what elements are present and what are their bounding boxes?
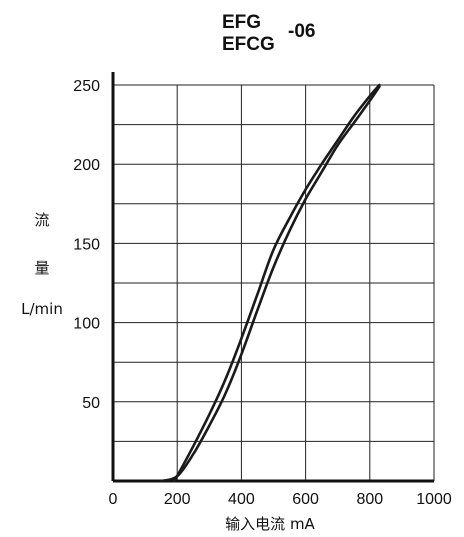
y-tick-label: 100 bbox=[73, 316, 100, 333]
y-tick-label: 250 bbox=[73, 78, 100, 95]
x-axis-label: 输入电流 mA bbox=[225, 515, 315, 533]
y-axis-label-line-2: 量 bbox=[34, 259, 49, 277]
x-tick-label: 600 bbox=[292, 491, 319, 508]
x-tick-label: 200 bbox=[164, 491, 191, 508]
x-tick-label: 1000 bbox=[416, 491, 452, 508]
x-tick-label: 800 bbox=[356, 491, 383, 508]
y-tick-label: 200 bbox=[73, 157, 100, 174]
chart-title-line-2: EFCG bbox=[222, 34, 275, 55]
y-tick-label: 150 bbox=[73, 236, 100, 253]
series-line-2 bbox=[172, 83, 381, 483]
grid-lines bbox=[113, 84, 435, 481]
y-tick-label: 50 bbox=[82, 395, 100, 412]
tick-labels: 0 200 400 600 800 1000 50 100 150 200 250 bbox=[73, 78, 452, 508]
chart-title-line-1: EFG bbox=[222, 12, 261, 33]
series-line-1 bbox=[159, 85, 381, 483]
y-axis-label-line-1: 流 bbox=[34, 211, 49, 229]
x-tick-label: 0 bbox=[109, 491, 118, 508]
data-series bbox=[159, 83, 381, 483]
x-tick-label: 400 bbox=[228, 491, 255, 508]
chart-title-suffix: -06 bbox=[288, 21, 315, 42]
y-axis-label-line-3: L/min bbox=[21, 300, 63, 318]
axes bbox=[111, 72, 434, 483]
